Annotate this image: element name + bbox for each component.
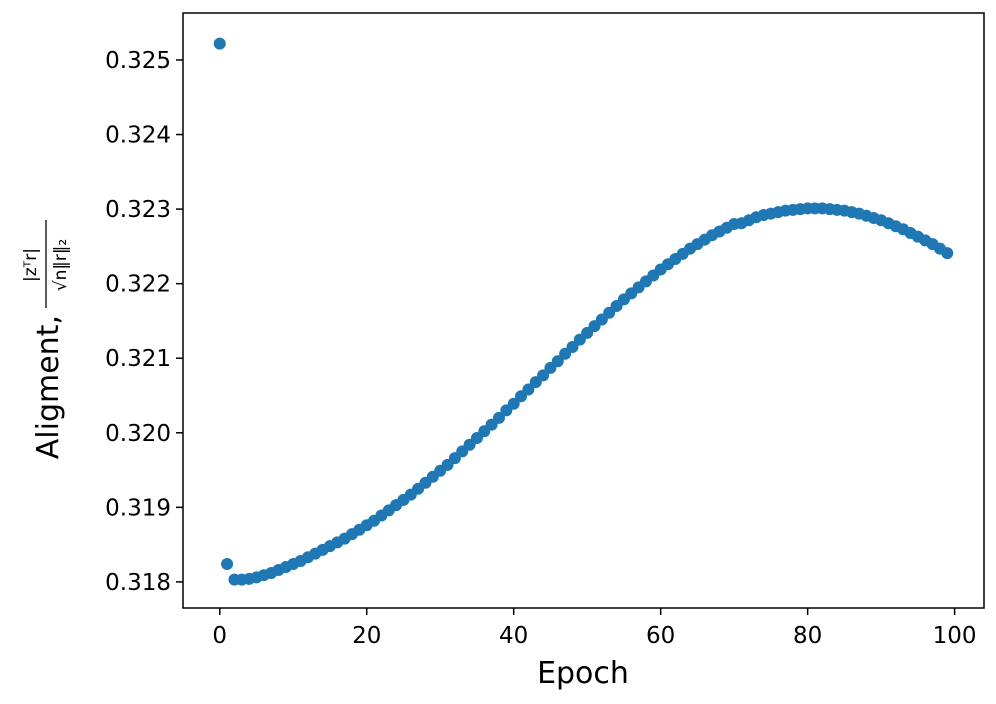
data-point xyxy=(522,383,535,396)
y-tick-label: 0.323 xyxy=(105,197,171,223)
y-tick-label: 0.324 xyxy=(105,123,171,149)
data-points xyxy=(213,37,954,586)
y-axis-title: Aligment, |zᵀr| √n‖r‖₂ xyxy=(21,220,71,459)
data-point xyxy=(537,369,550,382)
data-point xyxy=(492,411,505,424)
y-axis-title-denominator: √n‖r‖₂ xyxy=(51,239,71,291)
y-axis-ticks: 0.318 0.319 0.320 0.321 0.322 0.323 0.324 0.325 xyxy=(105,48,183,596)
y-tick-label: 0.325 xyxy=(105,48,171,74)
y-tick-label: 0.320 xyxy=(105,421,171,447)
x-tick-label: 20 xyxy=(352,623,381,649)
y-tick-label: 0.318 xyxy=(105,570,171,596)
data-point xyxy=(213,37,226,50)
x-tick-label: 100 xyxy=(933,623,977,649)
data-point xyxy=(941,247,954,260)
data-point xyxy=(566,341,579,354)
plot-background xyxy=(183,13,984,608)
x-tick-label: 0 xyxy=(212,623,227,649)
y-tick-label: 0.321 xyxy=(105,346,171,372)
y-axis-title-numerator: |zᵀr| xyxy=(21,248,41,282)
y-axis-title-prefix: Aligment, xyxy=(31,315,66,459)
data-point xyxy=(221,558,234,571)
x-tick-label: 80 xyxy=(793,623,822,649)
x-axis-ticks: 0 20 40 60 80 100 xyxy=(212,608,977,649)
y-tick-label: 0.322 xyxy=(105,272,171,298)
y-tick-label: 0.319 xyxy=(105,495,171,521)
data-point xyxy=(551,355,564,368)
plot-frame xyxy=(182,12,985,609)
data-point xyxy=(507,397,520,410)
x-tick-label: 60 xyxy=(646,623,675,649)
x-axis-title: Epoch xyxy=(537,656,629,691)
x-tick-label: 40 xyxy=(499,623,528,649)
